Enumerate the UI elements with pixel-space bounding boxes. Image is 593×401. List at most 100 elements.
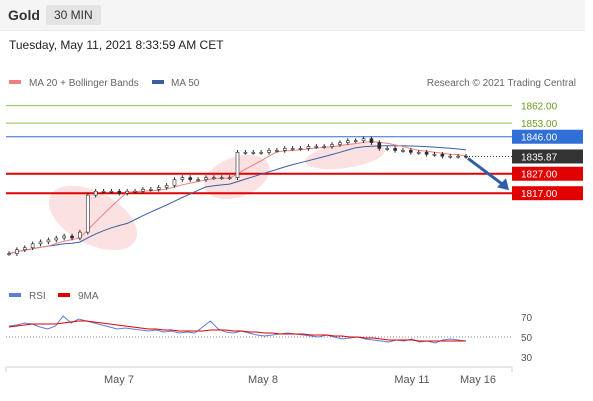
rsi-panel: 70 50 30 <box>6 313 533 364</box>
ma50-legend-label: MA 50 <box>171 78 200 89</box>
candle <box>251 152 256 154</box>
candle <box>235 152 240 178</box>
candle <box>314 146 319 148</box>
candle <box>275 150 279 152</box>
level-label: 1827.00 <box>521 170 558 181</box>
candle <box>219 177 224 179</box>
level-label: 1846.00 <box>521 133 558 144</box>
forecast-arrow-shaft <box>467 157 506 188</box>
candle <box>133 190 137 193</box>
forecast-arrow-head <box>497 178 509 191</box>
candle <box>377 142 382 149</box>
candle <box>7 253 11 255</box>
candle <box>330 144 334 147</box>
top-bar: Gold 30 MIN <box>0 0 585 31</box>
candle <box>46 239 51 243</box>
bollinger-band-area <box>305 142 385 170</box>
rsi-line <box>8 315 467 344</box>
rsi-legend-swatch <box>9 293 21 297</box>
level-label: 1853.00 <box>521 119 558 130</box>
x-tick-label: May 8 <box>248 374 278 386</box>
candle <box>456 155 460 158</box>
candle <box>164 185 169 188</box>
level-label: 1817.00 <box>521 189 558 200</box>
candle <box>196 179 200 181</box>
rsi-tick-label: 70 <box>521 313 533 324</box>
candle <box>306 146 311 149</box>
candle <box>259 152 263 154</box>
price-panel: 1862.00 1853.00 1846.00 1835.87 1827.00 1817.… <box>6 102 583 256</box>
credit-text: Research © 2021 Trading Central <box>427 78 576 89</box>
ma50-legend-swatch <box>152 80 164 84</box>
level-label-box <box>512 129 583 144</box>
ma9-legend-swatch <box>58 293 70 297</box>
candle <box>125 190 129 194</box>
candle <box>117 190 122 194</box>
candle <box>338 142 342 145</box>
rsi-tick-label: 30 <box>521 353 533 364</box>
candle <box>54 237 59 241</box>
candle <box>70 235 74 239</box>
candle <box>416 152 421 154</box>
ma50-line <box>8 145 467 255</box>
x-tick-label: May 16 <box>460 374 496 386</box>
candle <box>369 138 374 143</box>
candle <box>180 177 185 180</box>
timeframe-badge[interactable]: 30 MIN <box>46 5 101 25</box>
rsi-legend-label: RSI <box>29 291 46 302</box>
x-tick-label: May 7 <box>104 374 134 386</box>
candle <box>393 148 397 151</box>
candle <box>464 155 468 158</box>
candle <box>401 150 405 152</box>
candle <box>432 153 437 156</box>
level-label-box <box>512 149 583 164</box>
candle <box>440 153 445 157</box>
candle <box>290 148 295 150</box>
candle <box>424 152 429 155</box>
candle <box>30 243 35 249</box>
candle <box>322 146 326 148</box>
candle <box>353 140 358 142</box>
candle <box>101 190 106 193</box>
level-label: 1835.87 <box>521 152 558 163</box>
asset-title: Gold <box>8 7 40 23</box>
x-tick-label: May 11 <box>394 374 429 386</box>
candle <box>38 241 43 245</box>
candle <box>227 177 232 179</box>
candle <box>204 177 208 180</box>
candle <box>212 177 216 179</box>
candle <box>298 148 303 150</box>
candle <box>141 189 145 192</box>
candle <box>62 235 66 239</box>
rsi-ma9-line <box>8 320 466 342</box>
candle <box>282 148 287 151</box>
candle <box>78 231 82 239</box>
candle <box>149 189 153 191</box>
candle <box>243 152 248 154</box>
chart-datetime: Tuesday, May 11, 2021 8:33:59 AM CET <box>9 38 224 52</box>
candle <box>385 148 390 150</box>
bollinger-band-area <box>48 185 138 251</box>
ma20-legend-label: MA 20 + Bollinger Bands <box>29 78 139 89</box>
candle <box>172 179 177 186</box>
candle <box>93 190 98 196</box>
candle <box>267 150 271 153</box>
candle <box>409 150 413 153</box>
candle <box>188 177 193 180</box>
level-label: 1862.00 <box>521 102 558 113</box>
candle <box>346 140 350 143</box>
ma20-legend-swatch <box>9 80 21 84</box>
candle <box>15 249 19 254</box>
rsi-tick-label: 50 <box>521 333 533 344</box>
candle <box>109 190 114 193</box>
level-label-box <box>512 186 583 201</box>
candle <box>156 187 161 190</box>
candle <box>22 247 27 250</box>
level-label-box <box>512 166 583 181</box>
candle <box>85 194 90 233</box>
candle <box>448 155 453 158</box>
candle <box>361 138 366 141</box>
ma9-legend-label: 9MA <box>78 291 99 302</box>
